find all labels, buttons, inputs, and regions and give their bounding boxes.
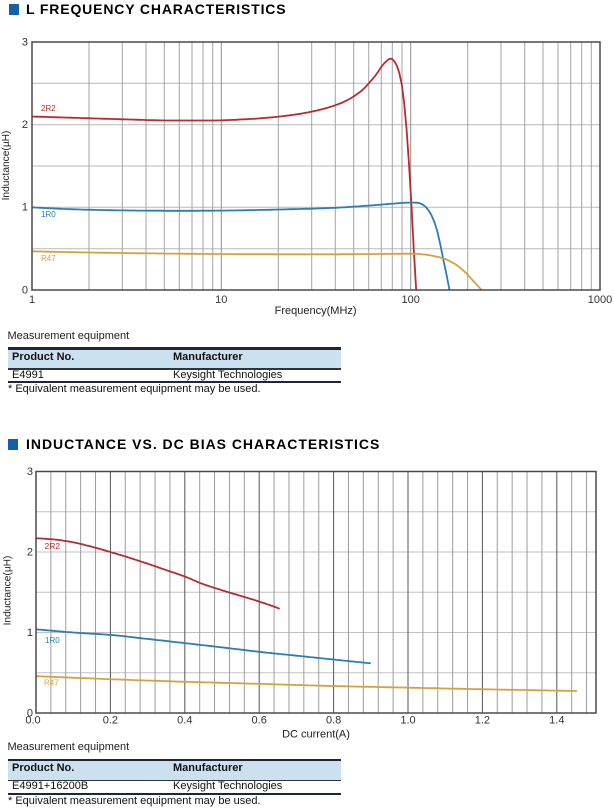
svg-text:R47: R47 bbox=[44, 679, 59, 688]
svg-text:1R0: 1R0 bbox=[41, 210, 56, 219]
svg-text:0.0: 0.0 bbox=[25, 714, 40, 726]
svg-text:Frequency(MHz): Frequency(MHz) bbox=[275, 305, 357, 317]
svg-text:0: 0 bbox=[22, 284, 28, 296]
svg-text:3: 3 bbox=[22, 36, 28, 48]
svg-text:1000: 1000 bbox=[588, 294, 612, 306]
svg-text:2R2: 2R2 bbox=[41, 104, 56, 113]
svg-text:1: 1 bbox=[27, 627, 33, 639]
svg-text:2: 2 bbox=[27, 546, 33, 558]
svg-text:2: 2 bbox=[22, 119, 28, 131]
svg-text:DC current(A): DC current(A) bbox=[282, 729, 350, 741]
svg-text:0.4: 0.4 bbox=[177, 714, 192, 726]
svg-text:Inductance(µH): Inductance(µH) bbox=[3, 556, 14, 626]
svg-text:1.0: 1.0 bbox=[400, 714, 415, 726]
svg-text:1R0: 1R0 bbox=[45, 636, 60, 645]
svg-text:0: 0 bbox=[27, 707, 33, 719]
svg-text:1.4: 1.4 bbox=[549, 714, 564, 726]
svg-text:3: 3 bbox=[27, 466, 33, 478]
svg-text:100: 100 bbox=[402, 294, 420, 306]
svg-text:0.6: 0.6 bbox=[252, 714, 267, 726]
svg-text:Inductance(µH): Inductance(µH) bbox=[1, 131, 12, 201]
svg-text:1.2: 1.2 bbox=[475, 714, 490, 726]
svg-text:R47: R47 bbox=[41, 254, 56, 263]
svg-text:10: 10 bbox=[215, 294, 227, 306]
svg-text:0.2: 0.2 bbox=[103, 714, 118, 726]
svg-text:2R2: 2R2 bbox=[45, 541, 61, 551]
svg-text:0.8: 0.8 bbox=[326, 714, 341, 726]
svg-text:1: 1 bbox=[22, 202, 28, 214]
svg-text:1: 1 bbox=[29, 294, 35, 306]
